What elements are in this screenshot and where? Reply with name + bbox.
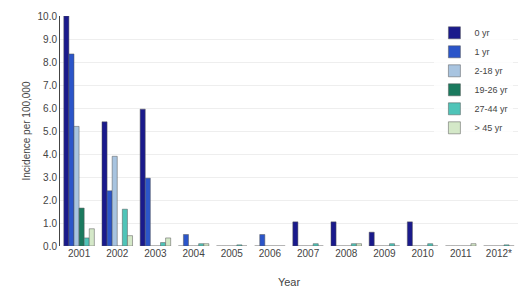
svg-text:2007: 2007 bbox=[297, 248, 320, 259]
svg-text:2008: 2008 bbox=[335, 248, 358, 259]
svg-text:0 yr: 0 yr bbox=[474, 28, 489, 38]
svg-text:> 45 yr: > 45 yr bbox=[474, 123, 502, 133]
svg-text:7.0: 7.0 bbox=[43, 80, 57, 91]
svg-text:27-44 yr: 27-44 yr bbox=[474, 104, 507, 114]
svg-text:2002: 2002 bbox=[106, 248, 129, 259]
svg-text:2004: 2004 bbox=[182, 248, 205, 259]
svg-text:0.0: 0.0 bbox=[43, 241, 57, 252]
svg-text:5.0: 5.0 bbox=[43, 126, 57, 137]
svg-text:10.0: 10.0 bbox=[38, 11, 58, 22]
svg-text:2011: 2011 bbox=[450, 248, 472, 259]
svg-text:8.0: 8.0 bbox=[43, 57, 57, 68]
svg-text:1.0: 1.0 bbox=[43, 218, 57, 229]
svg-text:2009: 2009 bbox=[373, 248, 396, 259]
svg-text:2.0: 2.0 bbox=[43, 195, 57, 206]
svg-text:2001: 2001 bbox=[68, 248, 91, 259]
svg-text:6.0: 6.0 bbox=[43, 103, 57, 114]
svg-text:19-26 yr: 19-26 yr bbox=[474, 85, 507, 95]
svg-text:Year: Year bbox=[278, 276, 301, 288]
svg-text:9.0: 9.0 bbox=[43, 34, 57, 45]
svg-text:2003: 2003 bbox=[144, 248, 167, 259]
svg-text:2006: 2006 bbox=[259, 248, 282, 259]
svg-text:2012*: 2012* bbox=[486, 248, 512, 259]
svg-text:2005: 2005 bbox=[221, 248, 244, 259]
svg-text:3.0: 3.0 bbox=[43, 172, 57, 183]
svg-text:1 yr: 1 yr bbox=[474, 47, 489, 57]
svg-text:Incidence per 100,000: Incidence per 100,000 bbox=[21, 81, 32, 180]
svg-text:4.0: 4.0 bbox=[43, 149, 57, 160]
svg-text:2010: 2010 bbox=[411, 248, 434, 259]
svg-text:2-18 yr: 2-18 yr bbox=[474, 66, 502, 76]
